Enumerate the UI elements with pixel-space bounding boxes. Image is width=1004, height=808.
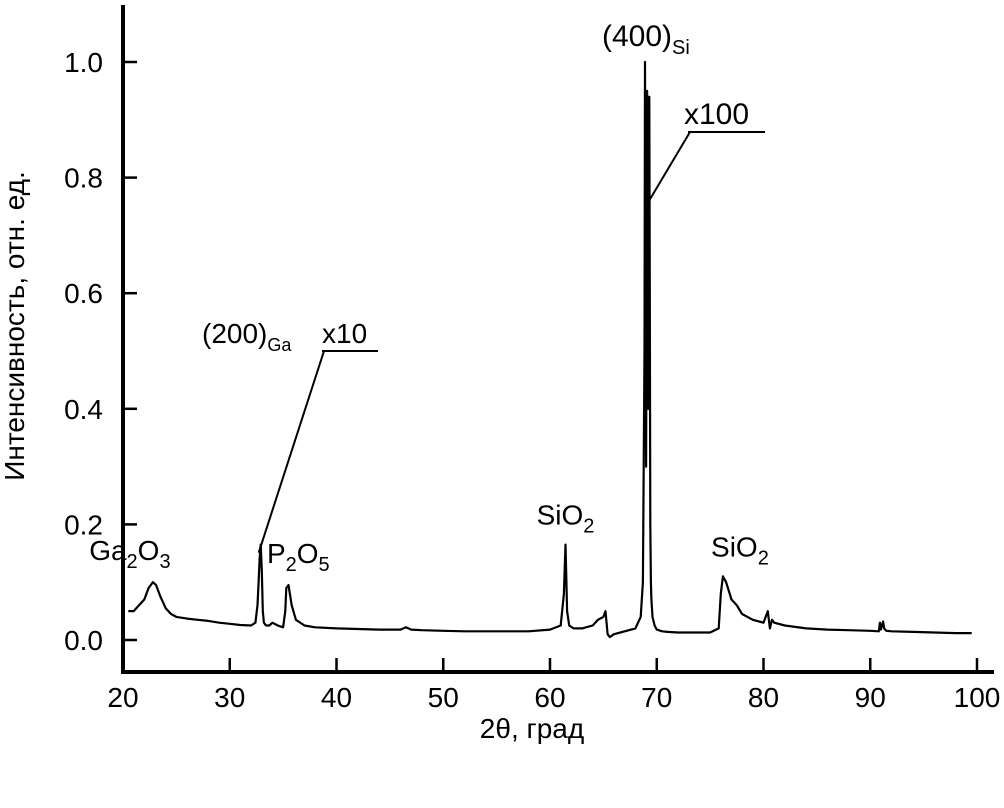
annotations: Ga2O3 P2O5 SiO2 SiO2 (200)Ga x10 (400)Si x100 <box>89 20 769 576</box>
x-tick-label: 100 <box>954 682 1001 713</box>
leader-line-ga <box>257 350 325 553</box>
x-tick-label: 30 <box>214 682 245 713</box>
y-tick-label: 1.0 <box>64 47 103 78</box>
y-ticks: 0.0 0.2 0.4 0.6 0.8 1.0 <box>64 47 137 656</box>
phase-label: P2O5 <box>267 538 330 576</box>
y-tick-label: 0.8 <box>64 163 103 194</box>
phase-label: SiO2 <box>711 531 769 569</box>
peak-label-ga: (200)Ga <box>202 318 292 355</box>
leader-line-si <box>648 131 691 202</box>
y-tick-label: 0.0 <box>64 625 103 656</box>
x-tick-label: 20 <box>107 682 138 713</box>
phase-label: Ga2O3 <box>89 535 170 573</box>
x-ticks: 20 30 40 50 60 70 80 90 100 <box>107 658 1000 713</box>
x-tick-label: 80 <box>748 682 779 713</box>
x-tick-label: 70 <box>641 682 672 713</box>
x-tick-label: 60 <box>534 682 565 713</box>
axes <box>121 5 994 674</box>
multiplier-ga: x10 <box>322 318 367 349</box>
y-axis-label: Интенсивность, отн. ед. <box>0 171 30 481</box>
peak-label-si: (400)Si <box>602 20 690 59</box>
x-tick-label: 40 <box>321 682 352 713</box>
series-line <box>128 60 972 639</box>
y-tick-label: 0.4 <box>64 394 103 425</box>
x-tick-label: 50 <box>428 682 459 713</box>
x-tick-label: 90 <box>855 682 886 713</box>
x-axis-label: 2θ, град <box>480 713 584 744</box>
phase-label: SiO2 <box>537 500 595 538</box>
y-tick-label: 0.2 <box>64 509 103 540</box>
y-tick-label: 0.6 <box>64 278 103 309</box>
multiplier-si: x100 <box>684 98 749 131</box>
